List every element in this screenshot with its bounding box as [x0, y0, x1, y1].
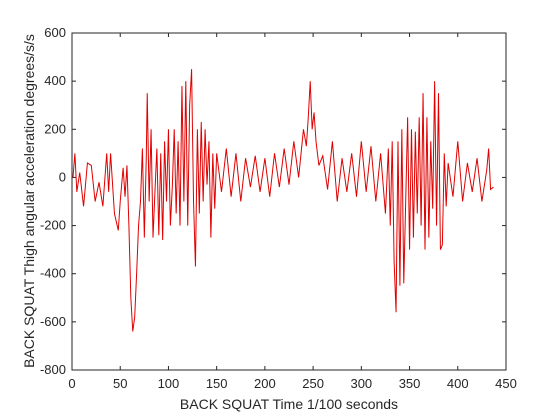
data-line: [72, 69, 494, 332]
x-tick-label: 100: [158, 376, 180, 391]
x-tick-label: 0: [68, 376, 75, 391]
x-tick-label: 350: [399, 376, 421, 391]
y-tick-label: -400: [40, 266, 66, 281]
x-tick-label: 450: [495, 376, 517, 391]
y-tick-label: 400: [44, 73, 66, 88]
plot-frame: [71, 32, 507, 371]
x-tick-label: 300: [350, 376, 372, 391]
x-tick-label: 400: [447, 376, 469, 391]
y-tick-label: -200: [40, 218, 66, 233]
x-tick-label: 150: [206, 376, 228, 391]
y-tick-label: -600: [40, 314, 66, 329]
x-tick-label: 200: [254, 376, 276, 391]
y-tick-label: 600: [44, 25, 66, 40]
y-tick-label: 200: [44, 121, 66, 136]
x-axis-label: BACK SQUAT Time 1/100 seconds: [180, 396, 398, 412]
y-tick-label: 0: [59, 169, 66, 184]
y-tick-label: -800: [40, 362, 66, 377]
x-tick-label: 50: [113, 376, 127, 391]
y-axis-label: BACK SQUAT Thigh angular acceleration de…: [21, 34, 37, 368]
x-tick-label: 250: [302, 376, 324, 391]
